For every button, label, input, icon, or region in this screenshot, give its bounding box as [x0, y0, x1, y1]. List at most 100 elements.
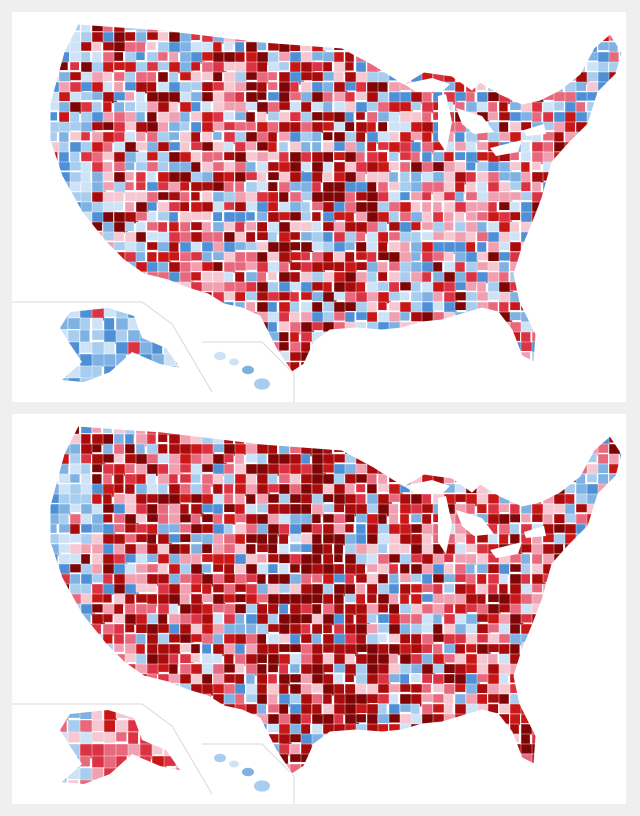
- county: [608, 733, 620, 744]
- county: [322, 773, 336, 774]
- county: [520, 311, 533, 323]
- county: [377, 141, 389, 151]
- county: [619, 141, 622, 153]
- county: [476, 763, 490, 774]
- county: [127, 329, 142, 343]
- county: [542, 41, 555, 52]
- county: [388, 553, 401, 563]
- county: [135, 121, 149, 134]
- county: [333, 773, 348, 774]
- county: [157, 191, 170, 201]
- county: [564, 31, 578, 45]
- county: [377, 753, 391, 767]
- county: [278, 573, 292, 585]
- county: [564, 443, 575, 453]
- county: [575, 221, 588, 233]
- county: [80, 563, 94, 575]
- county: [300, 161, 312, 172]
- county: [212, 513, 223, 525]
- county: [60, 743, 69, 757]
- county: [127, 779, 142, 784]
- county: [179, 221, 191, 232]
- county: [300, 623, 311, 635]
- county: [399, 141, 412, 154]
- county: [377, 683, 390, 694]
- county: [212, 361, 224, 372]
- county: [575, 763, 590, 774]
- county: [69, 673, 80, 683]
- county: [344, 683, 356, 695]
- county: [476, 426, 488, 435]
- county: [190, 643, 201, 654]
- county: [542, 231, 554, 243]
- county: [300, 24, 311, 31]
- county: [201, 201, 214, 212]
- county: [223, 563, 235, 575]
- county: [553, 51, 569, 62]
- county: [60, 710, 69, 722]
- county: [542, 743, 554, 756]
- county: [201, 753, 214, 767]
- county: [520, 281, 532, 294]
- county: [597, 141, 608, 153]
- county: [344, 673, 355, 683]
- county: [179, 311, 190, 323]
- county: [80, 433, 91, 445]
- county: [399, 191, 411, 201]
- county: [168, 211, 179, 223]
- county: [102, 281, 116, 292]
- county: [410, 351, 423, 365]
- county: [388, 371, 401, 372]
- county: [608, 361, 620, 372]
- county: [157, 261, 169, 274]
- county: [542, 81, 558, 92]
- county: [377, 713, 391, 724]
- county: [223, 41, 234, 52]
- county: [179, 181, 190, 191]
- county: [608, 231, 622, 241]
- county: [454, 463, 465, 475]
- county: [289, 563, 301, 573]
- county: [102, 613, 113, 623]
- county: [421, 241, 435, 254]
- county: [355, 261, 368, 271]
- county: [50, 693, 58, 706]
- county: [421, 593, 435, 603]
- county: [597, 653, 608, 664]
- county: [454, 311, 470, 321]
- county: [542, 623, 555, 637]
- county: [509, 533, 520, 545]
- county: [322, 161, 333, 173]
- county: [608, 331, 622, 342]
- county: [58, 271, 72, 286]
- county: [377, 593, 391, 605]
- county: [67, 308, 82, 319]
- county: [432, 151, 446, 162]
- county: [432, 773, 448, 774]
- county: [432, 743, 447, 754]
- county: [542, 653, 553, 666]
- county: [201, 301, 216, 312]
- county: [608, 553, 621, 565]
- county: [608, 51, 620, 64]
- county: [586, 643, 597, 656]
- county: [245, 131, 258, 142]
- county: [300, 453, 311, 465]
- county: [50, 191, 58, 203]
- county: [168, 713, 182, 724]
- county: [597, 523, 608, 534]
- county: [421, 703, 433, 716]
- county: [80, 291, 93, 302]
- county: [113, 623, 125, 635]
- county: [91, 433, 105, 446]
- county: [80, 473, 92, 485]
- county: [344, 573, 355, 585]
- county: [168, 743, 181, 757]
- county: [476, 503, 488, 514]
- county: [50, 593, 62, 607]
- county: [586, 603, 597, 616]
- county: [102, 663, 114, 674]
- county: [553, 41, 565, 52]
- county: [564, 271, 580, 284]
- county: [564, 523, 578, 534]
